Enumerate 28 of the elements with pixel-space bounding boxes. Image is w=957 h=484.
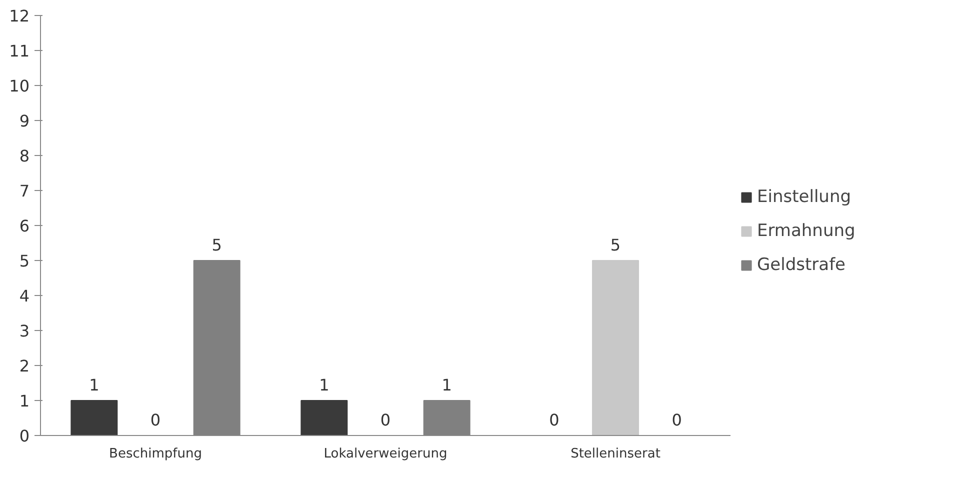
y-tick-label: 0 [19, 426, 30, 446]
y-tick-label: 9 [19, 112, 30, 130]
x-tick-label: Stelleninserat [570, 446, 660, 462]
x-tick-label: Lokalverweigerung [324, 446, 448, 462]
y-tick-label: 10 [9, 76, 30, 96]
data-label: 0 [150, 410, 161, 430]
data-label: 1 [442, 376, 452, 394]
y-tick-label: 7 [19, 182, 30, 200]
data-label: 1 [89, 376, 100, 394]
data-label: 0 [672, 410, 682, 430]
y-tick-label: 8 [19, 146, 30, 166]
data-label: 5 [610, 236, 621, 254]
legend-label: Ermahnung [757, 221, 856, 241]
y-tick-label: 12 [9, 6, 30, 26]
x-tick-label: Beschimpfung [109, 446, 202, 462]
data-label: 1 [319, 376, 330, 394]
legend-label: Geldstrafe [757, 255, 846, 275]
y-tick-label: 1 [19, 392, 30, 410]
data-label: 0 [380, 410, 391, 430]
data-label: 0 [549, 410, 560, 430]
data-label: 5 [212, 236, 222, 254]
y-tick-label: 5 [19, 252, 30, 270]
y-tick-label: 4 [19, 286, 30, 306]
y-tick-label: 11 [9, 42, 30, 60]
y-tick-label: 6 [19, 216, 30, 236]
legend-label: Einstellung [757, 187, 852, 207]
y-tick-label: 2 [19, 356, 30, 376]
y-tick-label: 3 [19, 322, 30, 340]
